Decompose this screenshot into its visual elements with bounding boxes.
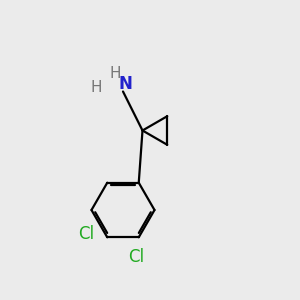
Text: N: N	[118, 75, 132, 93]
Text: H: H	[90, 80, 102, 94]
Text: Cl: Cl	[128, 248, 144, 266]
Text: Cl: Cl	[78, 225, 94, 243]
Text: H: H	[110, 66, 121, 81]
